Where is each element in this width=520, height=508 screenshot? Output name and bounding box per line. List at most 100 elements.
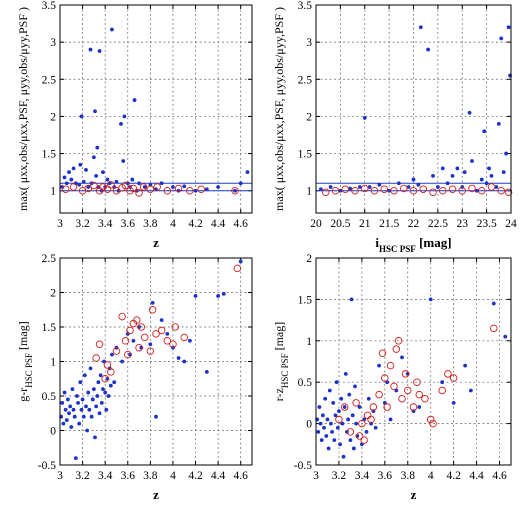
data-point-red bbox=[363, 411, 372, 420]
plot-frame bbox=[59, 4, 253, 214]
data-point-blue bbox=[70, 387, 75, 391]
data-point-blue bbox=[343, 372, 348, 376]
data-point-blue bbox=[338, 442, 342, 447]
data-point-blue bbox=[89, 414, 94, 419]
data-point-blue bbox=[440, 166, 445, 171]
data-point-red bbox=[378, 349, 387, 357]
data-point-red bbox=[335, 415, 343, 424]
data-point-blue bbox=[426, 47, 431, 52]
chart-panel-1: 3 3.2 3.4 3.6 3.8 4 4.2 4.4 4.6 1 1.5 2 2.5 3 3.5 z max(… bbox=[16, 0, 253, 250]
data-point-blue bbox=[501, 170, 506, 175]
data-point-blue bbox=[367, 185, 372, 189]
data-point-blue bbox=[79, 114, 84, 119]
data-point-blue bbox=[159, 181, 164, 186]
data-point-blue bbox=[103, 390, 108, 395]
data-point-blue bbox=[176, 356, 181, 360]
y-axis-label: g-rHSC PSF [mag] bbox=[16, 321, 34, 401]
plot-frame bbox=[315, 4, 512, 214]
y-tick-label: 1.5 bbox=[42, 149, 57, 161]
data-point-blue bbox=[204, 369, 209, 374]
data-point-blue bbox=[66, 397, 70, 402]
data-point-red bbox=[394, 337, 403, 345]
data-point-blue bbox=[319, 438, 324, 443]
data-point-red bbox=[383, 403, 391, 411]
x-axis-label-main: z bbox=[411, 487, 417, 502]
data-point-red bbox=[352, 399, 360, 407]
data-point-red bbox=[146, 185, 155, 193]
data-point-blue bbox=[400, 355, 404, 360]
data-point-blue bbox=[351, 446, 356, 451]
y-tick-label: 3.5 bbox=[298, 0, 313, 12]
data-point-blue bbox=[91, 155, 96, 160]
data-point-blue bbox=[112, 380, 117, 385]
data-point-blue bbox=[373, 425, 378, 430]
y-tick-label: 0 bbox=[306, 419, 312, 431]
data-point-red bbox=[340, 403, 349, 411]
x-tick-label: 4.4 bbox=[211, 218, 226, 230]
data-point-blue bbox=[489, 173, 494, 178]
y-tick-label: 2 bbox=[50, 111, 56, 123]
data-point-blue bbox=[348, 186, 353, 191]
y-axis-label-unit: [mag] bbox=[16, 321, 30, 353]
data-point-blue bbox=[462, 170, 467, 175]
data-point-red bbox=[135, 189, 143, 197]
data-point-blue bbox=[193, 188, 198, 193]
data-point-red bbox=[153, 183, 161, 191]
data-point-blue bbox=[366, 396, 371, 401]
data-point-blue bbox=[330, 429, 334, 434]
data-point-red bbox=[380, 185, 389, 193]
y-tick-label: 2 bbox=[50, 288, 56, 300]
x-tick-label: 20.5 bbox=[330, 218, 350, 230]
data-point-red bbox=[398, 395, 406, 403]
series-red-circles bbox=[92, 264, 242, 383]
data-point-blue bbox=[482, 129, 487, 134]
x-tick-label: 4.6 bbox=[492, 470, 507, 482]
data-point-red bbox=[438, 386, 446, 395]
y-axis-label: max( μxx,obs/μxx,PSF, μyy,obs/μyy,PSF ) bbox=[16, 7, 30, 211]
data-point-red bbox=[429, 188, 437, 196]
data-point-blue bbox=[357, 405, 362, 409]
data-point-blue bbox=[325, 417, 330, 422]
y-tick-label: 2.5 bbox=[298, 74, 313, 86]
data-point-red bbox=[95, 340, 104, 349]
data-point-red bbox=[367, 415, 375, 424]
data-point-blue bbox=[148, 342, 153, 347]
data-point-blue bbox=[463, 363, 468, 368]
data-point-red bbox=[458, 186, 467, 195]
data-point-blue bbox=[450, 173, 455, 178]
y-axis-label: max( μxx,obs/μxx,PSF, μyy,obs/μyy,PSF ) bbox=[272, 7, 286, 211]
data-point-red bbox=[171, 323, 179, 331]
data-point-blue bbox=[64, 418, 69, 423]
data-point-blue bbox=[468, 388, 473, 393]
data-point-blue bbox=[364, 429, 369, 434]
data-point-blue bbox=[470, 159, 474, 163]
data-point-blue bbox=[491, 301, 496, 306]
data-point-blue bbox=[377, 182, 382, 187]
series-red-circles bbox=[335, 324, 498, 444]
x-tick-label: 3.8 bbox=[143, 218, 158, 230]
y-tick-label: 3 bbox=[306, 37, 312, 49]
data-point-red bbox=[468, 184, 476, 193]
y-tick-label: 0.5 bbox=[298, 377, 313, 389]
data-point-blue bbox=[320, 413, 325, 418]
x-axis-label-main: i bbox=[375, 235, 379, 250]
data-point-blue bbox=[347, 392, 352, 397]
plot-frame bbox=[59, 257, 253, 466]
data-point-red bbox=[137, 323, 146, 331]
data-point-red bbox=[163, 337, 172, 345]
x-tick-label: 22 bbox=[408, 218, 420, 230]
data-point-blue bbox=[97, 411, 102, 416]
x-tick-label: 3 bbox=[57, 218, 63, 230]
data-point-red bbox=[449, 374, 458, 382]
data-point-blue bbox=[204, 187, 209, 192]
x-tick-label: 4.2 bbox=[446, 470, 461, 482]
chart-panel-3: 3 3.2 3.4 3.6 3.8 4 4.2 4.4 4.6 -0.5 0 0.5 1 1.5 2 2.5 z… bbox=[16, 253, 253, 502]
data-point-blue bbox=[105, 177, 110, 182]
y-tick-label: 2 bbox=[306, 253, 312, 265]
y-tick-label: 2.5 bbox=[42, 74, 57, 86]
data-point-red bbox=[448, 185, 457, 193]
x-tick-label: 20 bbox=[310, 218, 322, 230]
y-axis-label-main: max( μxx,obs/μxx,PSF, μyy,obs/μyy,PSF ) bbox=[272, 7, 286, 211]
data-point-red bbox=[369, 403, 378, 411]
data-point-red bbox=[429, 419, 437, 428]
